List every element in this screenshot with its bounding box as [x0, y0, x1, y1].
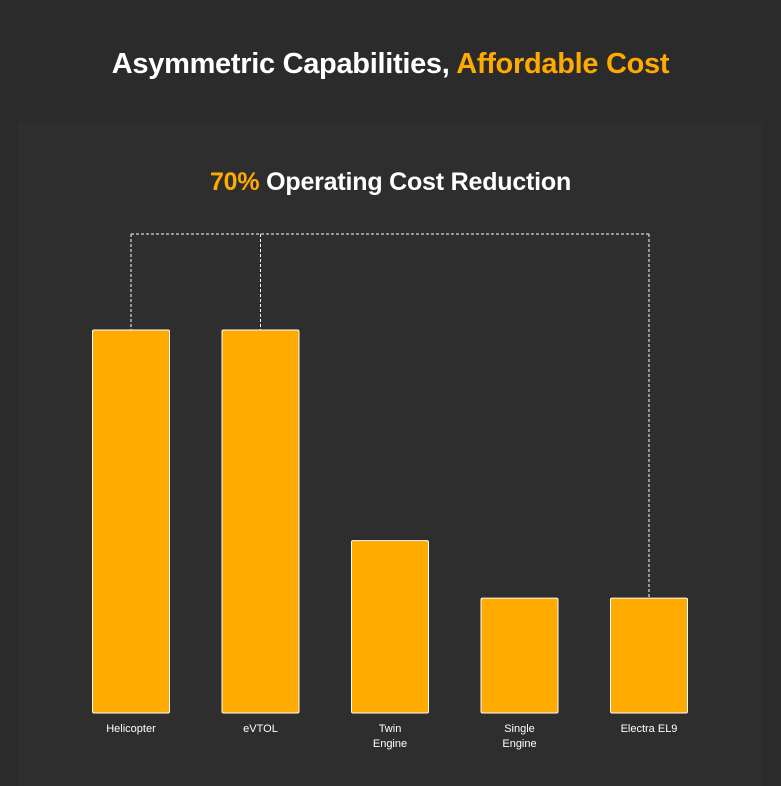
page-title-main: Asymmetric Capabilities, — [111, 48, 457, 80]
bar-helicopter — [92, 329, 170, 714]
category-label: Electra EL9 — [620, 723, 678, 735]
bar-single-engine — [480, 597, 559, 714]
chart-title: 70% Operating Cost Reduction — [0, 168, 781, 197]
bar-twin-engine — [351, 540, 429, 714]
page-title: Asymmetric Capabilities, Affordable Cost — [0, 48, 781, 81]
chart-title-text: Operating Cost Reduction — [259, 168, 572, 196]
chart-title-highlight: 70% — [209, 168, 260, 196]
bar-electra-el9 — [610, 597, 688, 714]
page-title-accent: Affordable Cost — [456, 48, 670, 80]
category-label: eVTOL — [243, 723, 278, 735]
category-label: Helicopter — [106, 723, 156, 735]
category-label: Single Engine — [502, 723, 537, 750]
category-label: Twin Engine — [372, 723, 408, 750]
bar-evtol — [221, 329, 300, 714]
